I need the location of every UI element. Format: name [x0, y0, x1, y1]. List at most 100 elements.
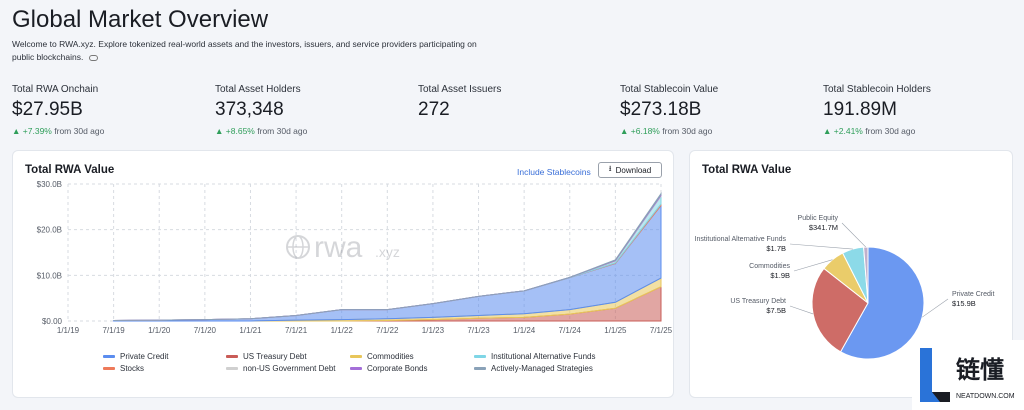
stat-change-suffix: from 30d ago: [54, 126, 105, 136]
x-tick-label: 1/1/23: [422, 326, 445, 335]
legend-swatch: [103, 367, 115, 370]
stat-change-pct: +7.39%: [22, 126, 52, 136]
link-icon[interactable]: [88, 54, 98, 61]
globe-icon: [286, 235, 310, 259]
stat-label: Total Asset Holders: [215, 84, 301, 95]
stat-change-pct: +8.65%: [225, 126, 255, 136]
legend-item[interactable]: non-US Government Debt: [226, 364, 336, 373]
y-tick-label: $30.0B: [37, 180, 62, 189]
legend-swatch: [350, 367, 362, 370]
include-stablecoins-link[interactable]: Include Stablecoins: [517, 167, 591, 177]
pie-label-name: Institutional Alternative Funds: [695, 236, 787, 243]
x-tick-label: 1/1/22: [331, 326, 354, 335]
stat-change-pct: +6.18%: [630, 126, 660, 136]
x-tick-label: 1/1/24: [513, 326, 536, 335]
stat-value: $273.18B: [620, 99, 702, 120]
stat-label: Total RWA Onchain: [12, 84, 99, 95]
download-icon: ⭳: [608, 164, 612, 173]
x-tick-label: 1/1/19: [57, 326, 80, 335]
up-arrow-icon: ▲: [12, 126, 21, 136]
legend-item[interactable]: Actively-Managed Strategies: [474, 364, 593, 373]
legend-swatch: [103, 355, 115, 358]
stat-change-suffix: from 30d ago: [257, 126, 308, 136]
stat-label: Total Stablecoin Holders: [823, 84, 931, 95]
pie-label-value: $341.7M: [809, 223, 838, 232]
x-tick-label: 1/1/20: [148, 326, 171, 335]
stat-total-asset-holders: Total Asset Holders 373,348 ▲ +8.65% fro…: [215, 84, 307, 136]
l-logo-icon: [920, 348, 950, 402]
x-tick-label: 7/1/21: [285, 326, 308, 335]
stat-value: 191.89M: [823, 99, 897, 120]
legend-label: Stocks: [120, 364, 145, 373]
pie-label-value: $15.9B: [952, 299, 976, 308]
legend-label: non-US Government Debt: [243, 364, 336, 373]
stat-change-suffix: from 30d ago: [865, 126, 916, 136]
stat-change: ▲ +7.39% from 30d ago: [12, 126, 104, 136]
globe-icon-meridian: [292, 235, 304, 259]
stat-total-stablecoin-holders: Total Stablecoin Holders 191.89M ▲ +2.41…: [823, 84, 931, 136]
stat-total-asset-issuers: Total Asset Issuers 272: [418, 84, 501, 121]
x-tick-label: 7/1/22: [376, 326, 399, 335]
stat-value: $27.95B: [12, 99, 83, 120]
site-badge: 链懂 NEATDOWN.COM: [912, 340, 1024, 410]
area-chart-title: Total RWA Value: [25, 164, 115, 176]
x-tick-label: 1/1/25: [604, 326, 627, 335]
x-tick-label: 7/1/24: [559, 326, 582, 335]
stat-value: 272: [418, 99, 450, 120]
x-tick-label: 1/1/21: [239, 326, 262, 335]
up-arrow-icon: ▲: [215, 126, 224, 136]
l-logo-shadow: [932, 392, 950, 402]
watermark-suffix: .xyz: [375, 244, 400, 260]
legend-item[interactable]: US Treasury Debt: [226, 352, 307, 361]
y-tick-label: $20.0B: [37, 226, 62, 235]
pie-label-name: Private Credit: [952, 291, 994, 298]
area-series-actively-managed-strategies[interactable]: [113, 191, 662, 322]
legend-swatch: [350, 355, 362, 358]
badge-brand: 链懂: [956, 356, 1004, 384]
pie-leader-line: [841, 222, 867, 248]
stat-change-pct: +2.41%: [833, 126, 863, 136]
download-button[interactable]: ⭳ Download: [598, 162, 662, 178]
legend-item[interactable]: Commodities: [350, 352, 414, 361]
pie-leader-line: [789, 305, 814, 315]
rwa-watermark: rwa .xyz: [286, 231, 400, 264]
stat-value: 373,348: [215, 99, 284, 120]
up-arrow-icon: ▲: [823, 126, 832, 136]
stat-change-suffix: from 30d ago: [662, 126, 713, 136]
pie-slice-private-credit[interactable]: [839, 246, 925, 360]
up-arrow-icon: ▲: [620, 126, 629, 136]
stat-change: ▲ +2.41% from 30d ago: [823, 126, 931, 136]
x-tick-label: 7/1/25: [650, 326, 673, 335]
badge-logo: 链懂 NEATDOWN.COM: [920, 348, 1015, 402]
pie-chart: Private Credit$15.9B US Treasury Debt$7.5…: [695, 215, 994, 360]
page-title: Global Market Overview: [12, 6, 269, 33]
pie-label-value: $1.9B: [770, 271, 790, 280]
pie-label-name: US Treasury Debt: [730, 298, 786, 305]
pie-label-value: $7.5B: [766, 306, 786, 315]
x-tick-label: 7/1/23: [467, 326, 490, 335]
legend-item[interactable]: Private Credit: [103, 352, 168, 361]
download-label: Download: [615, 165, 652, 175]
legend-swatch: [226, 355, 238, 358]
legend-item[interactable]: Corporate Bonds: [350, 364, 427, 373]
pie-label-value: $1.7B: [766, 244, 786, 253]
legend-label: Institutional Alternative Funds: [491, 352, 596, 361]
stat-label: Total Asset Issuers: [418, 84, 502, 95]
pie-leader-line: [793, 259, 833, 272]
legend-label: US Treasury Debt: [243, 352, 307, 361]
legend-item[interactable]: Institutional Alternative Funds: [474, 352, 596, 361]
stat-total-rwa-onchain: Total RWA Onchain $27.95B ▲ +7.39% from …: [12, 84, 104, 136]
legend-label: Private Credit: [120, 352, 169, 361]
legend-item[interactable]: Stocks: [103, 364, 144, 373]
pie-leader-line: [922, 298, 949, 318]
y-tick-label: $10.0B: [37, 271, 62, 280]
pie-leader-line: [789, 243, 853, 250]
legend-label: Actively-Managed Strategies: [491, 364, 593, 373]
legend-label: Corporate Bonds: [367, 364, 428, 373]
stat-label: Total Stablecoin Value: [620, 84, 719, 95]
stat-change: ▲ +6.18% from 30d ago: [620, 126, 718, 136]
legend-swatch: [226, 367, 238, 370]
area-chart: $0.00 $10.0B $20.0B $30.0B 1/1/19 7/1/19 1/1/2…: [37, 180, 673, 335]
stat-total-stablecoin-value: Total Stablecoin Value $273.18B ▲ +6.18%…: [620, 84, 718, 136]
pie-label-name: Public Equity: [798, 215, 839, 222]
